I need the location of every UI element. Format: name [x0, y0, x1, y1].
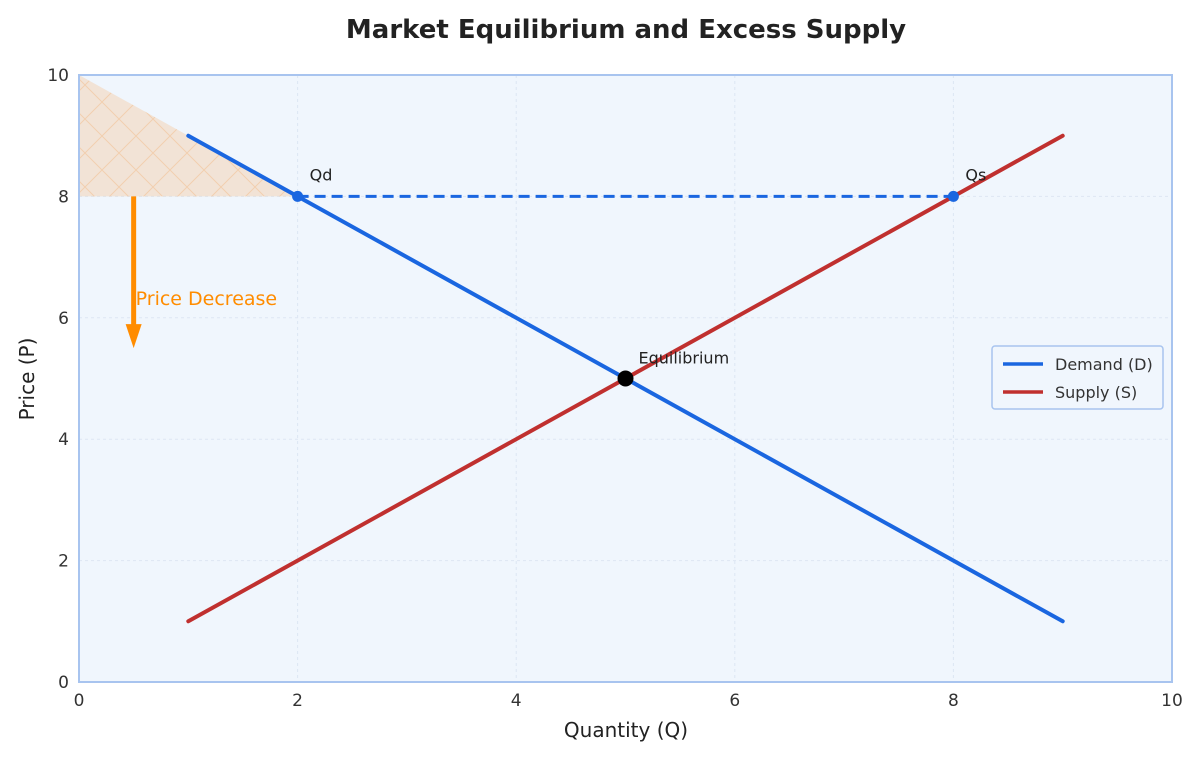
- price-decrease-arrow-head: [125, 324, 142, 349]
- qd-label: Qd: [310, 165, 333, 184]
- plot-border: [78, 74, 1173, 683]
- x-tick-label-4: 8: [948, 691, 959, 711]
- legend-demand-label: Demand (D): [1055, 355, 1153, 374]
- chart-title: Market Equilibrium and Excess Supply: [346, 15, 906, 45]
- y-tick-label-0: 0: [58, 673, 69, 693]
- y-axis-label: Price (P): [15, 338, 39, 421]
- x-axis-label: Quantity (Q): [564, 718, 688, 742]
- x-tick-label-3: 6: [729, 691, 740, 711]
- qd-point: [292, 190, 304, 202]
- x-tick-label-1: 2: [292, 691, 303, 711]
- y-tick-label-5: 10: [47, 66, 69, 86]
- qs-label: Qs: [965, 165, 986, 184]
- x-tick-labels: 0 2 4 6 8 10: [74, 691, 1183, 711]
- y-tick-labels: 0 2 4 6 8 10: [47, 66, 69, 693]
- annotations: Qd Qs Equilibrium Price Decrease: [125, 165, 986, 387]
- x-tick-label-5: 10: [1161, 691, 1183, 711]
- y-tick-label-2: 4: [58, 430, 69, 450]
- equilibrium-label: Equilibrium: [639, 349, 730, 368]
- y-tick-label-1: 2: [58, 552, 69, 572]
- y-tick-label-3: 6: [58, 309, 69, 329]
- legend-supply-label: Supply (S): [1055, 383, 1137, 402]
- price-decrease-label: Price Decrease: [136, 288, 277, 310]
- y-tick-label-4: 8: [58, 187, 69, 207]
- qs-point: [947, 190, 959, 202]
- equilibrium-point: [617, 370, 634, 387]
- legend: Demand (D) Supply (S): [991, 345, 1164, 410]
- x-tick-label-2: 4: [511, 691, 522, 711]
- x-tick-label-0: 0: [74, 691, 85, 711]
